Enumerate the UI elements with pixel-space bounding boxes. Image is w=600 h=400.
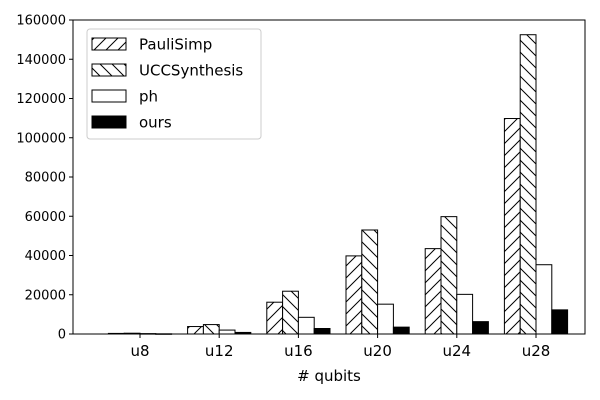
legend-swatch-paulisimp <box>91 37 127 51</box>
bar-ours-u16 <box>313 328 331 335</box>
x-tick-label-u28: u28 <box>522 342 551 360</box>
bar-ph-u28 <box>535 264 553 335</box>
bar-ph-u12 <box>218 329 236 335</box>
y-tick-label: 0 <box>58 328 66 343</box>
x-tick-label-u16: u16 <box>284 342 313 360</box>
y-tick-label: 80000 <box>25 171 66 186</box>
bar-uccsynthesis-u20 <box>361 229 379 335</box>
x-axis-title: # qubits <box>297 367 361 385</box>
y-axis: 0 20000 40000 60000 80000 100000 120000 140000 1… <box>16 14 73 343</box>
bar-paulisimp-u24 <box>424 248 442 335</box>
bar-paulisimp-u20 <box>345 255 363 335</box>
x-tick-label-u24: u24 <box>443 342 472 360</box>
bar-paulisimp-u28 <box>503 118 521 335</box>
bar-ph-u20 <box>377 303 394 335</box>
bar-ours-u28 <box>551 309 569 335</box>
bar-ours-u20 <box>392 326 410 335</box>
legend-label-ours: ours <box>139 114 172 132</box>
bar-paulisimp-u16 <box>266 301 284 335</box>
x-tick-label-u8: u8 <box>130 342 149 360</box>
legend-swatch-ours <box>91 115 127 129</box>
legend-swatch-ph <box>91 89 127 103</box>
y-tick-label: 140000 <box>16 53 66 68</box>
bar-uccsynthesis-u12 <box>202 324 220 335</box>
bar-uccsynthesis-u28 <box>519 34 537 335</box>
bar-uccsynthesis-u16 <box>282 290 299 335</box>
y-tick-label: 100000 <box>16 131 66 146</box>
y-tick-label: 60000 <box>25 210 66 225</box>
bar-ph-u24 <box>456 293 474 335</box>
legend-label-paulisimp: PauliSimp <box>139 36 212 54</box>
legend-swatch-uccsynthesis <box>91 63 127 77</box>
y-tick-label: 40000 <box>25 249 66 264</box>
y-tick-label: 20000 <box>25 288 66 303</box>
y-tick-label: 120000 <box>16 92 66 107</box>
bar-ours-u24 <box>472 321 489 335</box>
legend-label-uccsynthesis: UCCSynthesis <box>139 62 243 80</box>
bar-uccsynthesis-u24 <box>440 216 458 335</box>
x-tick-label-u12: u12 <box>205 342 234 360</box>
bars-layer <box>107 34 569 335</box>
legend-label-ph: ph <box>139 88 158 106</box>
x-axis: u8 u12 u16 u20 u24 u28 <box>130 334 550 360</box>
bar-paulisimp-u12 <box>187 326 204 335</box>
legend: PauliSimp UCCSynthesis ph ours <box>86 28 262 140</box>
y-tick-label: 160000 <box>16 14 66 29</box>
x-tick-label-u20: u20 <box>363 342 392 360</box>
legend-box <box>86 28 262 140</box>
bar-ph-u16 <box>297 316 315 335</box>
